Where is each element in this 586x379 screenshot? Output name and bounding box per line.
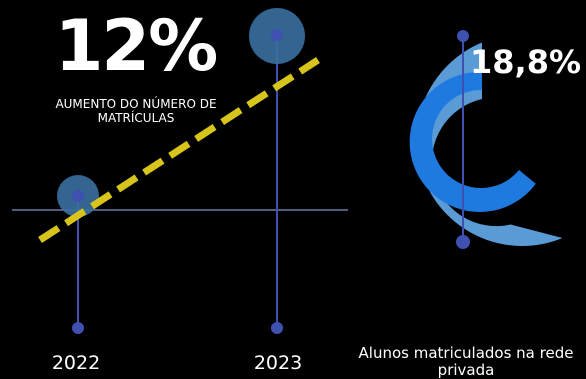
dot-2022-top — [72, 190, 84, 202]
headline-value: 12% — [54, 5, 219, 87]
ring-stem-bottom-dot — [456, 235, 470, 249]
ring-stem-top-dot — [457, 30, 469, 42]
private-share-value: 18,8% — [470, 43, 582, 81]
trend-line — [38, 57, 320, 243]
dot-2023-top — [271, 29, 283, 41]
ring-inner-arc — [409, 71, 536, 212]
year-label-2022: 2022 — [51, 352, 101, 374]
private-share-caption: Alunos matriculados na rede privada — [358, 344, 574, 379]
year-label-2023: 2023 — [253, 352, 303, 374]
dot-2022-bottom — [72, 322, 84, 334]
headline-label: AUMENTO DO NÚMERO DE MATRÍCULAS — [55, 97, 217, 125]
ring-chart — [409, 42, 563, 246]
dot-2023-bottom — [271, 322, 283, 334]
